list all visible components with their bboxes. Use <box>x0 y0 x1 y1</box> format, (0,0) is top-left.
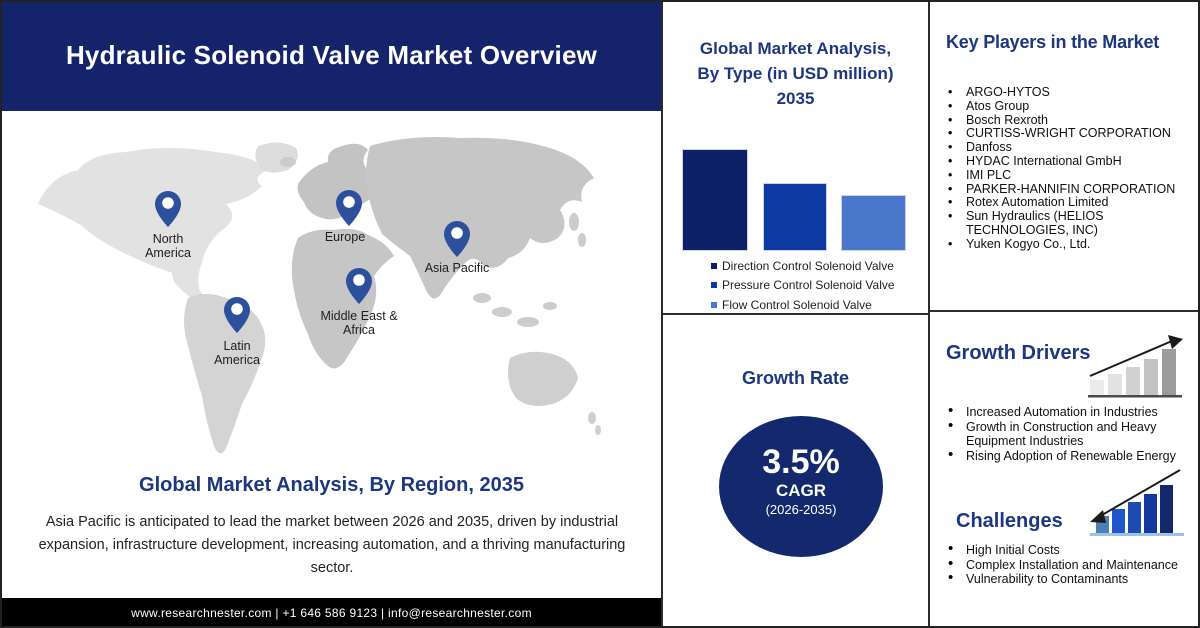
bar-direction-control-solenoid-valve <box>682 149 748 251</box>
list-item: Bosch Rexroth <box>944 113 1188 128</box>
list-item: Complex Installation and Maintenance <box>942 557 1186 573</box>
list-item: Yuken Kogyo Co., Ltd. <box>944 237 1188 252</box>
type-chart-card: Global Market Analysis, By Type (in USD … <box>661 0 930 315</box>
list-item: PARKER-HANNIFIN CORPORATION <box>944 182 1188 197</box>
bar-pressure-control-solenoid-valve <box>763 183 827 251</box>
title-banner: Hydraulic Solenoid Valve Market Overview <box>0 0 663 111</box>
key-players-heading: Key Players in the Market <box>946 32 1160 52</box>
legend-item: Pressure Control Solenoid Valve <box>711 276 895 296</box>
list-item: CURTISS-WRIGHT CORPORATION <box>944 127 1188 141</box>
list-item: High Initial Costs <box>942 542 1186 558</box>
page-title: Hydraulic Solenoid Valve Market Overview <box>65 40 598 70</box>
type-chart-title: Global Market Analysis, By Type (in USD … <box>697 39 894 108</box>
region-analysis-heading: Global Market Analysis, By Region, 2035 <box>139 474 524 496</box>
list-item: HYDAC International GmbH <box>944 154 1188 169</box>
cagr-value: 3.5% <box>762 443 840 481</box>
footer-contact-text: www.researchnester.com | +1 646 586 9123… <box>131 606 532 620</box>
map-pin-latin-america <box>224 297 250 333</box>
growth-bars-up-arrow-icon <box>1088 335 1183 398</box>
key-players-card: Key Players in the Market ARGO-HYTOS Ato… <box>928 0 1200 312</box>
list-item: IMI PLC <box>944 168 1188 183</box>
list-item: ARGO-HYTOS <box>944 85 1188 100</box>
legend-swatch-icon <box>711 262 717 269</box>
list-item: Rising Adoption of Renewable Energy <box>942 448 1186 464</box>
list-item: Rotex Automation Limited <box>944 196 1188 210</box>
map-label-middle-east-africa: Middle East & Africa <box>320 309 398 337</box>
cagr-label: CAGR <box>775 481 827 500</box>
bar-flow-control-solenoid-valve <box>841 195 906 251</box>
list-item: Increased Automation in Industries <box>942 404 1186 420</box>
growth-rate-card: Growth Rate 3.5% CAGR (2026-2035) <box>661 313 930 628</box>
legend-swatch-icon <box>711 282 717 289</box>
map-label-north-america: North America <box>145 232 191 260</box>
cagr-period: (2026-2035) <box>765 502 837 517</box>
cagr-circle: 3.5% CAGR (2026-2035) <box>719 416 883 557</box>
map-label-europe: Europe <box>324 230 366 244</box>
map-label-asia-pacific: Asia Pacific <box>424 261 490 275</box>
list-item: Atos Group <box>944 99 1188 114</box>
key-players-list: ARGO-HYTOS Atos Group Bosch Rexroth CURT… <box>944 85 1176 252</box>
list-item: Growth in Construction and Heavy Equipme… <box>942 419 1186 449</box>
world-map <box>38 137 601 454</box>
challenge-bars-down-arrow-icon <box>1090 469 1184 536</box>
footer-bar: www.researchnester.com | +1 646 586 9123… <box>0 598 663 628</box>
map-pin-europe <box>336 190 362 226</box>
map-pin-north-america <box>155 191 181 227</box>
list-item: Sun Hydraulics (HELIOS TECHNOLOGIES, INC… <box>944 209 1188 238</box>
legend-item: Flow Control Solenoid Valve <box>711 295 895 315</box>
growth-drivers-list: Increased Automation in Industries Growt… <box>942 404 1186 464</box>
growth-drivers-heading: Growth Drivers <box>946 342 1091 364</box>
world-map-section: North America Europe Asia Pacific Middle… <box>30 126 622 468</box>
map-label-latin-america: Latin America <box>214 339 260 367</box>
map-pin-asia-pacific <box>444 221 470 257</box>
challenges-list: High Initial Costs Complex Installation … <box>942 542 1186 587</box>
challenges-heading: Challenges <box>956 510 1063 532</box>
chart-legend: Direction Control Solenoid Valve Pressur… <box>711 256 895 315</box>
list-item: Vulnerability to Contaminants <box>942 571 1186 587</box>
map-pin-middle-east-africa <box>346 268 372 304</box>
region-analysis-description: Asia Pacific is anticipated to lead the … <box>38 514 626 576</box>
drivers-challenges-card: Growth Drivers Increased Automation in I… <box>928 310 1200 628</box>
legend-swatch-icon <box>711 301 717 308</box>
legend-item: Direction Control Solenoid Valve <box>711 256 895 276</box>
growth-rate-heading: Growth Rate <box>741 368 849 388</box>
list-item: Danfoss <box>944 140 1188 155</box>
